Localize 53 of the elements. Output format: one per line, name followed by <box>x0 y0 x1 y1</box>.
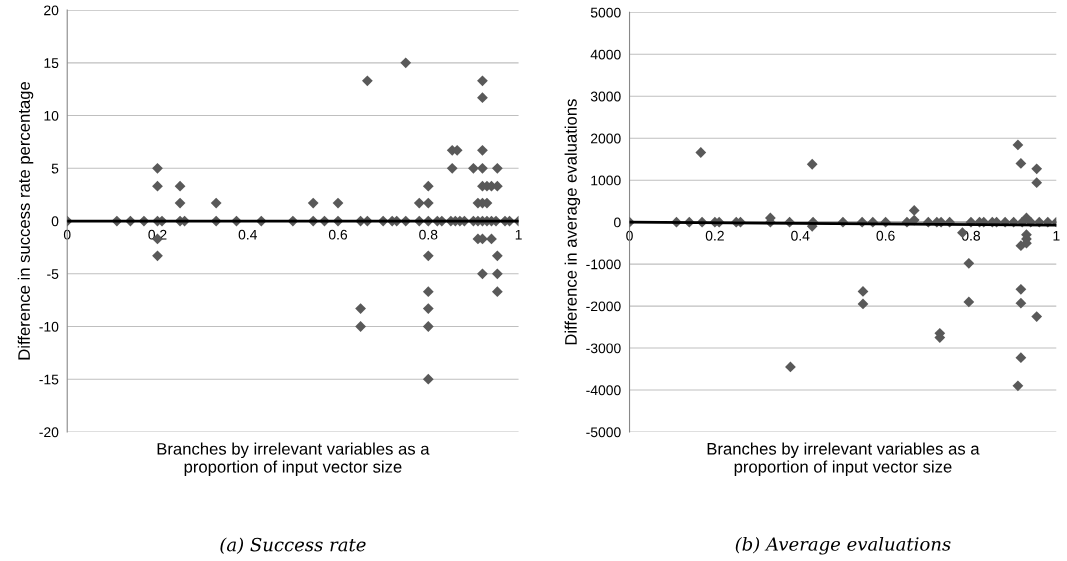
point <box>806 158 818 170</box>
x-axis-title: Branches by irrelevant variables as a proportion of input vector size <box>157 442 430 477</box>
y-tick-label: -1000 <box>586 259 621 270</box>
point <box>1031 163 1043 175</box>
y-tick-label: 10 <box>44 110 59 121</box>
y-tick-label: -10 <box>39 321 59 332</box>
text: (a) Success rate <box>220 537 366 554</box>
x-tick-label: 0.4 <box>791 230 810 241</box>
point <box>1015 352 1027 364</box>
x-axis-title: Branches by irrelevant variables as a proportion of input vector size <box>707 442 980 476</box>
y-tick-label: 15 <box>44 58 59 68</box>
x-tick-label: 0.8 <box>419 229 438 240</box>
y-tick-label: -15 <box>39 374 59 385</box>
y-tick-label: 5 <box>51 163 59 174</box>
y-axis-title: Difference in success rate percentage <box>17 82 34 360</box>
y-tick-label: -20 <box>39 427 59 438</box>
y-tick-label: 2000 <box>591 133 621 144</box>
y-tick-label: -3000 <box>586 343 621 354</box>
point <box>785 361 796 373</box>
text: (b) Average evaluations <box>735 536 951 555</box>
y-tick-label: 0 <box>614 217 621 228</box>
point <box>1012 139 1024 151</box>
y-tick-label: -5000 <box>586 427 621 438</box>
y-tick-label: 1000 <box>591 175 621 186</box>
y-tick-label: 20 <box>44 5 59 16</box>
point <box>908 214 920 226</box>
y-axis-title: Difference in average evaluations <box>564 99 581 345</box>
y-tick-label: 4000 <box>590 49 621 60</box>
point <box>963 257 975 269</box>
point <box>1031 177 1043 189</box>
point <box>1015 283 1027 295</box>
point <box>908 205 920 216</box>
point <box>857 298 869 310</box>
y-tick-label: 5000 <box>590 7 621 18</box>
y-tick-label: 0 <box>51 216 59 227</box>
x-tick-label: 1 <box>515 229 522 240</box>
x-tick-label: 0 <box>63 229 71 240</box>
x-tick-label: 1 <box>1053 231 1060 241</box>
y-tick-label: -2000 <box>586 301 621 312</box>
point <box>1012 380 1024 392</box>
point <box>963 296 975 308</box>
y-tick-label: -5 <box>47 269 59 279</box>
x-tick-label: 0.6 <box>876 230 895 241</box>
y-tick-label: 3000 <box>590 91 621 102</box>
point <box>857 286 869 297</box>
point <box>1015 297 1027 309</box>
point <box>695 147 707 158</box>
x-tick-label: 0.4 <box>238 229 258 240</box>
x-tick-label: 0.2 <box>705 230 724 241</box>
point <box>1015 158 1027 169</box>
x-tick-label: 0.6 <box>328 229 348 240</box>
point <box>1031 311 1043 322</box>
y-tick-label: -4000 <box>586 385 621 396</box>
